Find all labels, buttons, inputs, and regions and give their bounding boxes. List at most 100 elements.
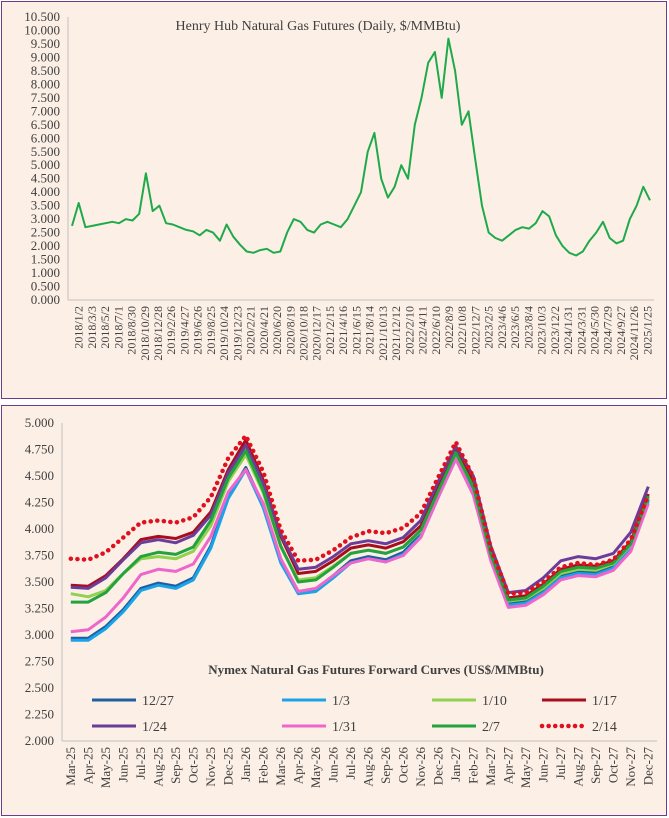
forward-curves-chart-panel: Nymex Natural Gas Futures Forward Curves… — [1, 405, 667, 816]
x-tick-label: 2020/4/21 — [257, 306, 271, 355]
y-tick-label: 2.000 — [31, 238, 60, 253]
x-tick-label: 2022/12/7 — [468, 306, 482, 355]
y-tick-label: 9.000 — [31, 49, 60, 64]
legend-label: 2/7 — [482, 720, 500, 735]
x-tick-label: 2018/3/3 — [85, 306, 99, 349]
x-tick-label: Jun-25 — [115, 747, 130, 782]
x-tick-label: 2023/2/5 — [482, 306, 496, 349]
x-tick-label: 2021/12/12 — [389, 306, 403, 361]
x-tick-label: Sep-27 — [588, 747, 603, 784]
x-tick-label: Jul-26 — [343, 747, 358, 780]
x-tick-label: Mar-27 — [483, 747, 498, 786]
series-line-12-27 — [70, 455, 650, 640]
x-tick-label: 2024/3/31 — [574, 306, 588, 355]
x-tick-label: Aug-25 — [150, 747, 165, 787]
x-tick-label: Oct-25 — [185, 747, 200, 783]
x-tick-label: 2023/4/6 — [495, 306, 509, 349]
y-tick-label: 1.500 — [31, 252, 60, 267]
y-tick-label: 2.250 — [25, 707, 54, 722]
legend-label: 1/10 — [482, 694, 507, 709]
y-tick-label: 4.000 — [31, 184, 60, 199]
x-tick-label: 2024/1/31 — [561, 306, 575, 355]
x-tick-label: 2020/12/17 — [310, 306, 324, 361]
x-tick-label: 2020/10/18 — [296, 306, 310, 361]
x-tick-label: Sep-25 — [168, 747, 183, 784]
x-tick-label: Oct-27 — [605, 747, 620, 784]
y-tick-label: 2.000 — [25, 733, 54, 748]
series-line-1-31 — [70, 457, 650, 634]
chart-title: Nymex Natural Gas Futures Forward Curves… — [208, 662, 544, 677]
y-tick-label: 4.500 — [25, 468, 54, 483]
y-tick-label: 3.000 — [31, 211, 60, 226]
x-tick-label: Nov-26 — [413, 747, 428, 787]
legend-label: 1/3 — [332, 694, 350, 709]
legend-label: 1/31 — [332, 720, 357, 735]
x-tick-label: 2021/2/15 — [323, 306, 337, 355]
x-tick-label: 2019/8/25 — [204, 306, 218, 355]
legend-label: 1/17 — [592, 694, 617, 709]
x-tick-label: 2023/12/2 — [548, 306, 562, 355]
x-tick-label: Nov-27 — [623, 747, 638, 787]
x-tick-label: Oct-26 — [395, 747, 410, 784]
y-tick-label: 8.500 — [31, 63, 60, 78]
x-tick-label: 2018/1/2 — [72, 306, 86, 349]
x-tick-label: Dec-27 — [640, 747, 655, 786]
y-tick-label: 4.750 — [25, 442, 54, 457]
legend-label: 12/27 — [142, 694, 174, 709]
x-tick-label: 2022/6/10 — [429, 306, 443, 355]
y-tick-label: 6.000 — [31, 130, 60, 145]
x-tick-label: 2025/1/25 — [640, 306, 654, 355]
x-tick-label: 2024/11/26 — [627, 306, 641, 360]
x-tick-label: May-25 — [98, 747, 113, 788]
y-tick-label: 7.000 — [31, 103, 60, 118]
x-tick-label: Aug-27 — [570, 747, 585, 787]
x-tick-label: Sep-26 — [378, 747, 393, 784]
series-line-2-7 — [70, 449, 650, 604]
y-tick-label: 4.500 — [31, 171, 60, 186]
x-tick-label: 2019/12/23 — [230, 306, 244, 361]
x-tick-label: Aug-26 — [360, 747, 375, 787]
x-tick-label: 2019/10/24 — [217, 306, 231, 361]
y-tick-label: 2.750 — [25, 654, 54, 669]
x-tick-label: 2024/9/27 — [614, 306, 628, 355]
x-tick-label: 2022/2/10 — [402, 306, 416, 355]
x-tick-label: Jun-26 — [325, 747, 340, 783]
y-tick-label: 3.500 — [31, 198, 60, 213]
x-tick-label: Jul-27 — [553, 747, 568, 780]
x-tick-label: 2018/7/1 — [111, 306, 125, 349]
x-tick-label: 2018/10/29 — [138, 306, 152, 361]
x-tick-label: Jul-25 — [133, 747, 148, 780]
series-line-2-14 — [68, 433, 651, 596]
x-tick-label: 2018/8/30 — [125, 306, 139, 355]
y-tick-label: 3.000 — [25, 627, 54, 642]
x-tick-label: Apr-26 — [290, 747, 305, 785]
y-tick-label: 6.500 — [31, 117, 60, 132]
y-tick-label: 2.500 — [31, 225, 60, 240]
x-tick-label: 2018/5/2 — [98, 306, 112, 349]
y-tick-label: 4.000 — [25, 521, 54, 536]
x-tick-label: 2022/8/9 — [442, 306, 456, 349]
x-tick-label: May-26 — [308, 747, 323, 789]
henry-hub-chart: Henry Hub Natural Gas Futures (Daily, $/… — [24, 9, 654, 361]
series-line-1-17 — [70, 438, 650, 600]
x-tick-label: 2019/2/26 — [164, 306, 178, 355]
y-tick-label: 1.000 — [31, 265, 60, 280]
forward-curves-chart: Nymex Natural Gas Futures Forward Curves… — [25, 415, 657, 789]
y-tick-label: 10.000 — [24, 22, 60, 37]
henry-hub-price-line — [71, 37, 651, 257]
henry-hub-chart-panel: Henry Hub Natural Gas Futures (Daily, $/… — [1, 1, 667, 399]
y-tick-label: 0.000 — [31, 292, 60, 307]
y-tick-label: 0.500 — [31, 279, 60, 294]
series-line-1-24 — [70, 443, 650, 595]
x-tick-label: Mar-25 — [63, 747, 78, 786]
chart-title: Henry Hub Natural Gas Futures (Daily, $/… — [176, 19, 461, 34]
x-tick-label: Feb-26 — [255, 747, 270, 784]
x-tick-label: 2023/6/5 — [508, 306, 522, 349]
x-tick-label: 2021/4/16 — [336, 306, 350, 355]
x-tick-label: 2019/6/26 — [191, 306, 205, 355]
x-tick-label: Mar-26 — [273, 747, 288, 786]
x-tick-label: 2019/4/27 — [177, 306, 191, 355]
x-tick-label: Apr-25 — [80, 747, 95, 784]
legend-label: 2/14 — [592, 720, 617, 735]
x-tick-label: 2018/12/28 — [151, 306, 165, 361]
